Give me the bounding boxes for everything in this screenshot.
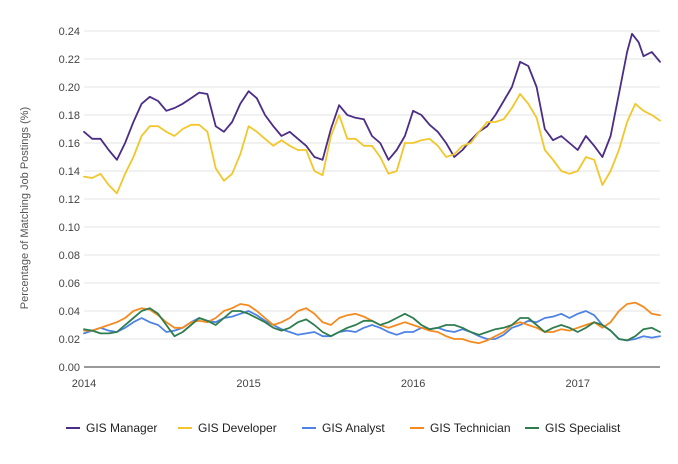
x-axis-tick-labels: 2014 2015 2016 2017 (72, 378, 590, 390)
legend-label: GIS Analyst (322, 421, 385, 435)
x-tick-label: 2014 (72, 378, 96, 390)
legend-item-gis-developer[interactable]: GIS Developer (178, 421, 277, 435)
series-line-gis-specialist (83, 307, 661, 342)
legend-label: GIS Specialist (545, 421, 621, 435)
y-tick-label: 0.16 (59, 138, 80, 150)
series-lines (83, 32, 661, 345)
grid-lines (84, 30, 660, 368)
y-tick-label: 0.06 (59, 278, 80, 290)
y-tick-label: 0.24 (59, 26, 80, 38)
x-tick-label: 2016 (401, 378, 425, 390)
y-tick-label: 0.08 (59, 250, 80, 262)
y-tick-label: 0.00 (59, 362, 80, 374)
legend-label: GIS Technician (430, 421, 511, 435)
series-line-gis-manager (83, 32, 661, 161)
y-tick-label: 0.14 (59, 166, 80, 178)
legend-item-gis-manager[interactable]: GIS Manager (66, 421, 157, 435)
series-line-gis-technician (83, 301, 661, 345)
y-tick-label: 0.04 (59, 306, 80, 318)
legend-label: GIS Manager (86, 421, 157, 435)
x-tick-label: 2017 (565, 378, 589, 390)
legend: GIS Manager GIS Developer GIS Analyst GIS T… (66, 421, 621, 435)
y-tick-label: 0.10 (59, 222, 80, 234)
y-tick-label: 0.12 (59, 194, 80, 206)
legend-item-gis-technician[interactable]: GIS Technician (410, 421, 511, 435)
y-tick-label: 0.22 (59, 54, 80, 66)
legend-item-gis-specialist[interactable]: GIS Specialist (525, 421, 621, 435)
series-line-gis-developer (83, 93, 661, 195)
x-tick-label: 2015 (236, 378, 260, 390)
y-tick-label: 0.20 (59, 82, 80, 94)
y-axis-title: Percentage of Matching Job Postings (%) (19, 107, 31, 309)
legend-label: GIS Developer (198, 421, 277, 435)
legend-item-gis-analyst[interactable]: GIS Analyst (302, 421, 385, 435)
series-line-gis-analyst (83, 310, 661, 342)
y-tick-label: 0.18 (59, 110, 80, 122)
y-tick-label: 0.02 (59, 334, 80, 346)
y-axis-tick-labels: 0.00 0.02 0.04 0.06 0.08 0.10 0.12 0.14 0.16 0.18… (59, 26, 80, 374)
